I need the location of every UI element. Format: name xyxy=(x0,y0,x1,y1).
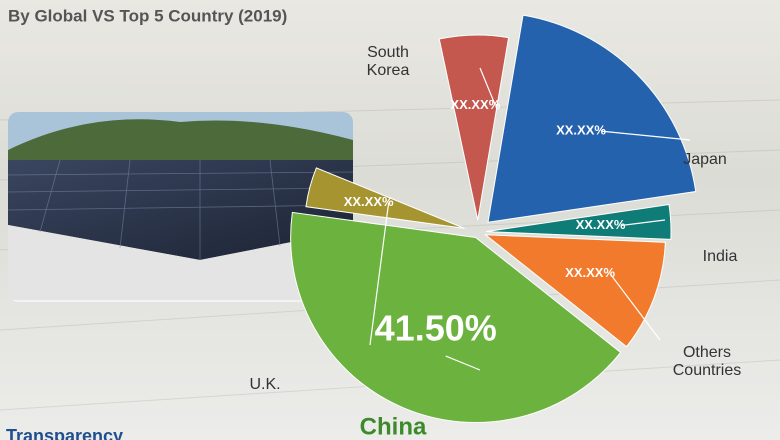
pie-slice xyxy=(487,14,697,223)
photo xyxy=(7,112,354,302)
pie-slice xyxy=(483,234,666,348)
leader-line xyxy=(479,67,496,106)
category-label: Japan xyxy=(683,151,727,168)
leader-line xyxy=(620,219,666,227)
brand: Transparency xyxy=(6,426,123,440)
leader-line xyxy=(369,202,390,346)
value-label: 41.50% xyxy=(375,308,497,349)
category-label: Others Countries xyxy=(673,344,741,379)
category-label: U.K. xyxy=(249,376,280,393)
pie-slice xyxy=(290,211,622,424)
value-label: XX.XX% xyxy=(344,194,394,209)
value-label: XX.XX% xyxy=(565,265,615,280)
value-label: XX.XX% xyxy=(556,123,606,138)
leader-line xyxy=(600,130,691,141)
category-label: South Korea xyxy=(367,44,410,79)
subtitle: By Global VS Top 5 Country (2019) xyxy=(8,6,287,25)
pie-slice xyxy=(305,167,465,229)
category-label: China xyxy=(360,413,427,440)
pie-slice xyxy=(485,203,672,240)
leader-line xyxy=(445,355,481,371)
leader-line xyxy=(609,273,661,341)
pie-slice xyxy=(438,34,510,221)
value-label: XX.XX% xyxy=(450,97,500,112)
category-label: India xyxy=(703,248,738,265)
value-label: XX.XX% xyxy=(576,217,626,232)
